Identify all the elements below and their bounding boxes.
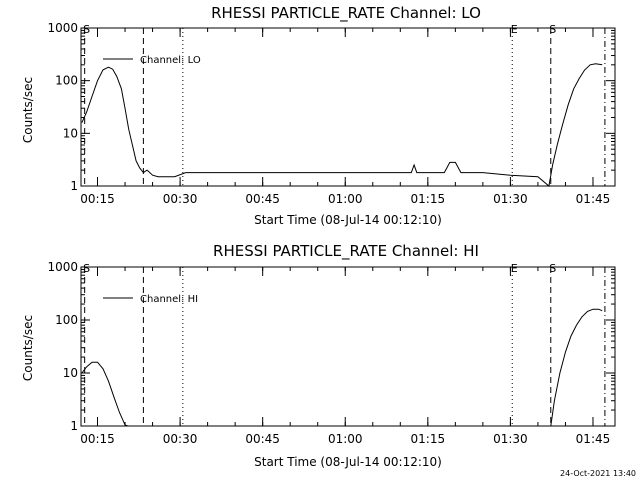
legend-label: Channel: LO	[140, 55, 201, 66]
event-marker-label: S	[549, 262, 556, 275]
x-tick-label: 00:30	[163, 432, 198, 446]
x-axis-label: Start Time (08-Jul-14 00:12:10)	[254, 455, 442, 469]
y-tick-label: 10	[63, 126, 78, 140]
y-tick-label: 100	[55, 313, 78, 327]
y-axis-label: Counts/sec	[21, 315, 35, 381]
y-tick-label: 1	[70, 179, 78, 193]
y-tick-label: 100	[55, 74, 78, 88]
x-axis-label: Start Time (08-Jul-14 00:12:10)	[254, 213, 442, 227]
y-tick-label: 10	[63, 366, 78, 380]
x-tick-label: 01:45	[576, 432, 611, 446]
x-tick-label: 01:45	[576, 192, 611, 206]
x-tick-label: 01:00	[328, 432, 363, 446]
event-marker-label: S	[83, 23, 90, 36]
series-line-0	[81, 308, 603, 427]
x-tick-label: 00:15	[80, 432, 115, 446]
event-marker-label: E	[511, 23, 518, 36]
x-tick-label: 00:15	[80, 192, 115, 206]
x-tick-label: 00:30	[163, 192, 198, 206]
event-marker-label: S	[83, 262, 90, 275]
x-tick-label: 00:45	[245, 432, 280, 446]
x-tick-label: 01:15	[411, 192, 446, 206]
y-tick-label: 1000	[47, 21, 78, 35]
x-tick-label: 01:30	[493, 432, 528, 446]
chart-panel-hi: RHESSI PARTICLE_RATE Channel: HI Counts/…	[21, 242, 616, 469]
x-tick-label: 01:15	[411, 432, 446, 446]
plot-frame	[80, 266, 616, 427]
y-axis-label: Counts/sec	[21, 77, 35, 143]
chart-panel-lo: RHESSI PARTICLE_RATE Channel: LO Counts/…	[21, 4, 616, 227]
x-tick-label: 01:00	[328, 192, 363, 206]
legend-label: Channel: HI	[140, 294, 198, 305]
y-tick-label: 1000	[47, 260, 78, 274]
series-line-0	[81, 63, 603, 187]
plot-frame	[80, 27, 616, 187]
chart-title: RHESSI PARTICLE_RATE Channel: LO	[211, 4, 481, 23]
chart-title: RHESSI PARTICLE_RATE Channel: HI	[213, 242, 479, 261]
event-marker-label: E	[511, 262, 518, 275]
y-tick-label: 1	[70, 419, 78, 433]
x-tick-label: 00:45	[245, 192, 280, 206]
x-tick-label: 01:30	[493, 192, 528, 206]
event-marker-label: S	[549, 23, 556, 36]
footer-timestamp: 24-Oct-2021 13:40	[560, 469, 636, 478]
